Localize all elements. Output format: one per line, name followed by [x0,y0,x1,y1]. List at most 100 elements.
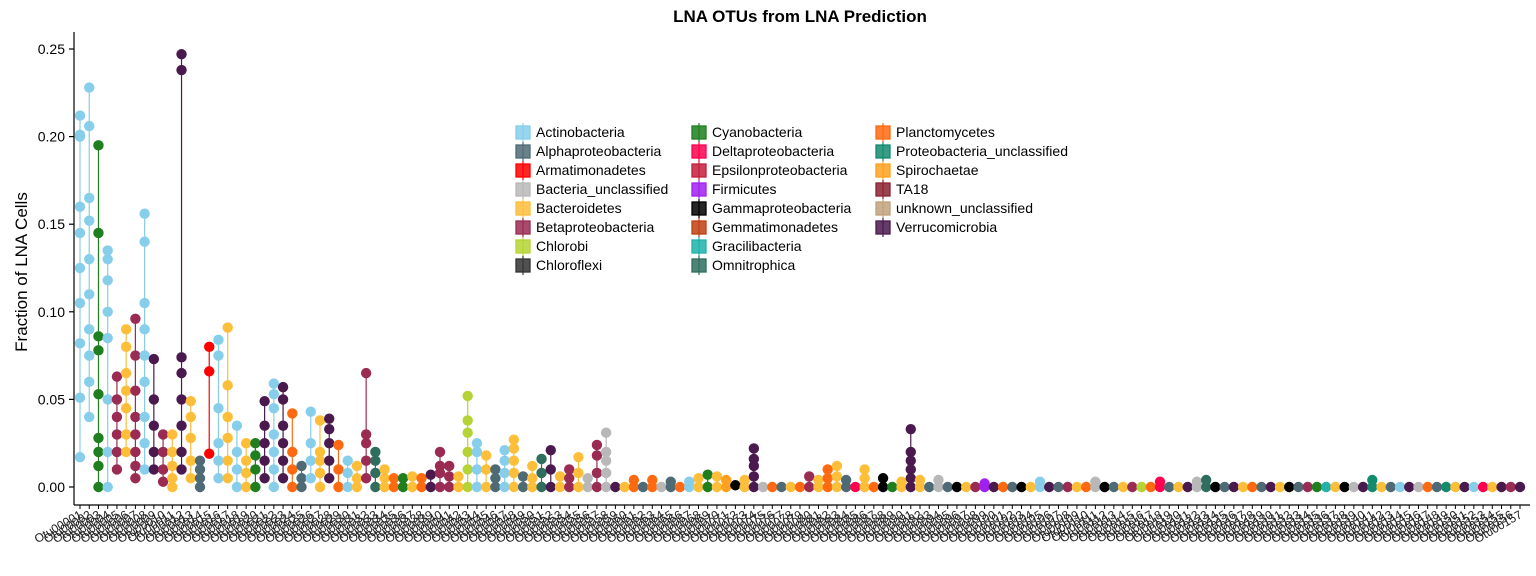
otu-point [1265,481,1276,493]
otu-point [240,481,252,493]
otu-point [213,402,224,414]
otu-point [296,460,307,472]
legend-item: Gammaproteobacteria [691,199,852,218]
otu-point [508,455,520,466]
otu-series [988,481,1000,493]
otu-series [453,471,464,493]
otu-point [120,324,132,335]
otu-point [240,455,252,466]
otu-point [444,481,455,493]
otu-point [933,474,944,486]
otu-point [1034,476,1046,487]
otu-point [619,481,630,493]
otu-point [176,64,187,76]
otu-series [1025,481,1036,493]
otu-point [462,427,473,438]
otu-point [370,455,381,466]
otu-point [647,474,658,486]
otu-series [610,481,621,493]
otu-point [167,446,178,458]
otu-series [1191,476,1203,493]
otu-point [314,481,326,493]
otu-point [545,464,556,475]
otu-point [1108,481,1120,493]
otu-point [453,481,464,493]
otu-point [222,432,233,444]
otu-series [213,334,224,484]
otu-point [434,460,446,472]
otu-point [1219,481,1230,493]
otu-series [1080,481,1092,493]
otu-point [1431,481,1443,493]
legend-label: Chlorobi [536,238,588,254]
otu-point [314,467,326,479]
otu-point [93,460,104,472]
otu-point [425,469,436,480]
otu-point [240,438,252,449]
otu-point [231,464,243,475]
otu-series [74,110,86,463]
otu-series [600,427,612,493]
otu-point [600,455,612,466]
otu-point [407,481,418,493]
otu-point [74,452,86,463]
legend-label: Firmicutes [712,181,777,197]
otu-point [268,429,280,440]
otu-point [185,395,196,407]
otu-point [287,408,298,419]
otu-point [397,473,409,484]
otu-point [333,481,344,493]
otu-point [517,481,529,493]
otu-point [102,446,113,458]
otu-point [351,473,363,484]
otu-point [74,392,86,403]
otu-series [693,473,704,493]
otu-series [794,481,806,493]
otu-point [813,474,824,486]
otu-point [1228,481,1240,493]
otu-series [554,471,566,493]
otu-series [942,481,953,493]
legend-label: Verrucomicrobia [896,219,997,235]
otu-point [416,473,427,484]
otu-point [536,481,547,493]
otu-point [314,455,326,466]
otu-point [748,471,760,482]
otu-point [360,455,372,466]
legend-label: Omnitrophica [712,257,795,273]
otu-point [822,481,833,493]
otu-point [702,469,713,480]
otu-series [1062,481,1073,493]
otu-point [1477,481,1489,493]
otu-point [268,481,280,493]
otu-series [462,390,473,493]
otu-series [1293,481,1304,493]
otu-series [120,324,132,458]
otu-point [333,464,344,475]
otu-point [462,415,473,426]
otu-series [324,413,335,484]
otu-series [1487,481,1498,493]
otu-point [1385,481,1396,493]
chart-title: LNA OTUs from LNA Prediction [673,7,927,26]
otu-point [84,82,95,93]
otu-point [139,350,150,361]
otu-point [1468,481,1480,493]
otu-point [213,473,224,484]
otu-point [434,446,446,458]
otu-point [887,481,898,493]
otu-series [277,381,289,484]
otu-point [176,367,187,379]
otu-point [951,481,963,493]
otu-point [84,411,95,423]
otu-point [1367,474,1378,486]
legend-item: Firmicutes [691,180,777,199]
otu-point [287,464,298,475]
otu-point [305,438,316,449]
otu-point [213,455,224,466]
legend-item: Chloroflexi [515,256,602,275]
otu-point [785,481,796,493]
otu-series [1357,481,1369,493]
y-ticks: 0.00 0.05 0.10 0.15 0.20 0.25 [38,41,74,495]
otu-series [84,82,95,423]
